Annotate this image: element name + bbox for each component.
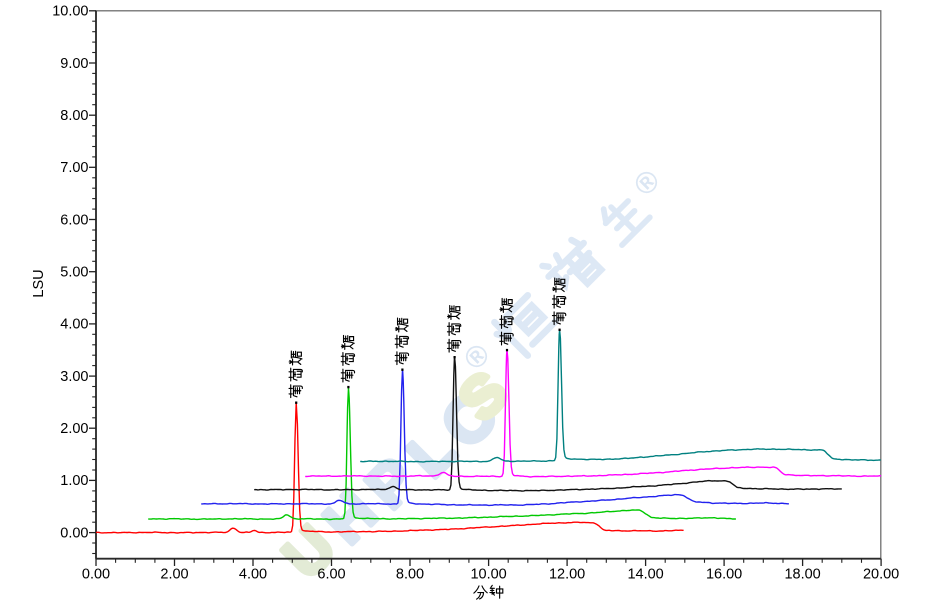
svg-text:0.00: 0.00 [60,525,88,541]
svg-text:12.00: 12.00 [549,567,585,583]
svg-text:10.00: 10.00 [470,567,506,583]
svg-text:6.00: 6.00 [317,567,345,583]
svg-text:0.00: 0.00 [82,567,110,583]
svg-text:3.00: 3.00 [60,369,88,385]
svg-text:5.00: 5.00 [60,265,88,281]
svg-text:2.00: 2.00 [60,421,88,437]
svg-text:20.00: 20.00 [863,567,899,583]
svg-text:2.00: 2.00 [160,567,188,583]
svg-text:8.00: 8.00 [60,108,88,124]
svg-text:16.00: 16.00 [706,567,742,583]
svg-text:10.00: 10.00 [52,4,88,20]
svg-text:8.00: 8.00 [396,567,424,583]
svg-text:7.00: 7.00 [60,160,88,176]
svg-text:4.00: 4.00 [60,317,88,333]
svg-text:1.00: 1.00 [60,473,88,489]
svg-text:9.00: 9.00 [60,56,88,72]
svg-text:14.00: 14.00 [627,567,663,583]
svg-text:LSU: LSU [31,269,47,297]
svg-text:4.00: 4.00 [239,567,267,583]
svg-text:6.00: 6.00 [60,212,88,228]
svg-text:18.00: 18.00 [784,567,820,583]
